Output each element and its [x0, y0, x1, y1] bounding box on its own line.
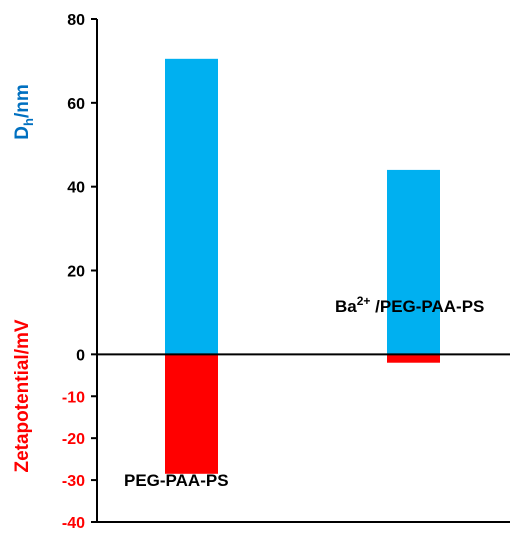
y-tick-label: 80	[67, 12, 85, 29]
category-label-ba-peg-paa-ps: Ba2+ /PEG-PAA-PS	[335, 294, 484, 316]
y-tick-label: 40	[67, 180, 85, 197]
y-tick-label: 20	[67, 264, 85, 281]
bar-dh-1	[165, 58, 218, 355]
tick-labels-group: 80 60 40 20 0 -10 -20 -30 -40	[62, 12, 85, 532]
category-label-peg-paa-ps: PEG-PAA-PS	[124, 471, 229, 490]
bar-dh-2	[387, 169, 440, 355]
y-axis-label-lower: Zetapotential/mV	[12, 319, 33, 472]
y-tick-label: 60	[67, 96, 85, 113]
y-tick-label: -30	[62, 473, 85, 490]
bars-group	[165, 58, 440, 474]
y-axis-label-upper: Dh/nm	[12, 84, 36, 139]
bar-zeta-1	[165, 354, 218, 474]
axes-group	[91, 18, 510, 523]
y-tick-label: -20	[62, 431, 85, 448]
bar-zeta-2	[387, 354, 440, 363]
y-tick-label: 0	[76, 347, 85, 364]
y-tick-label: -40	[62, 515, 85, 532]
y-tick-label: -10	[62, 389, 85, 406]
